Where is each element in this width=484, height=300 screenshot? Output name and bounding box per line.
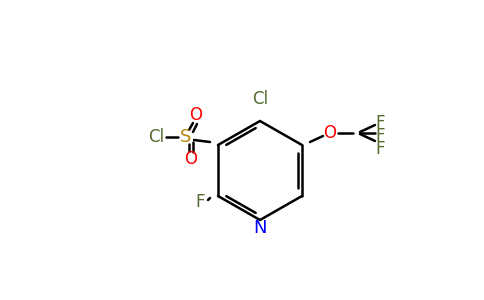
Text: O: O (323, 124, 336, 142)
Text: O: O (190, 106, 202, 124)
Text: Cl: Cl (148, 128, 164, 146)
Text: F: F (375, 127, 385, 145)
Text: Cl: Cl (252, 90, 268, 108)
Text: F: F (195, 193, 205, 211)
Text: S: S (181, 128, 192, 146)
Text: O: O (184, 150, 197, 168)
Text: F: F (375, 114, 385, 132)
Text: F: F (375, 140, 385, 158)
Text: N: N (253, 219, 267, 237)
